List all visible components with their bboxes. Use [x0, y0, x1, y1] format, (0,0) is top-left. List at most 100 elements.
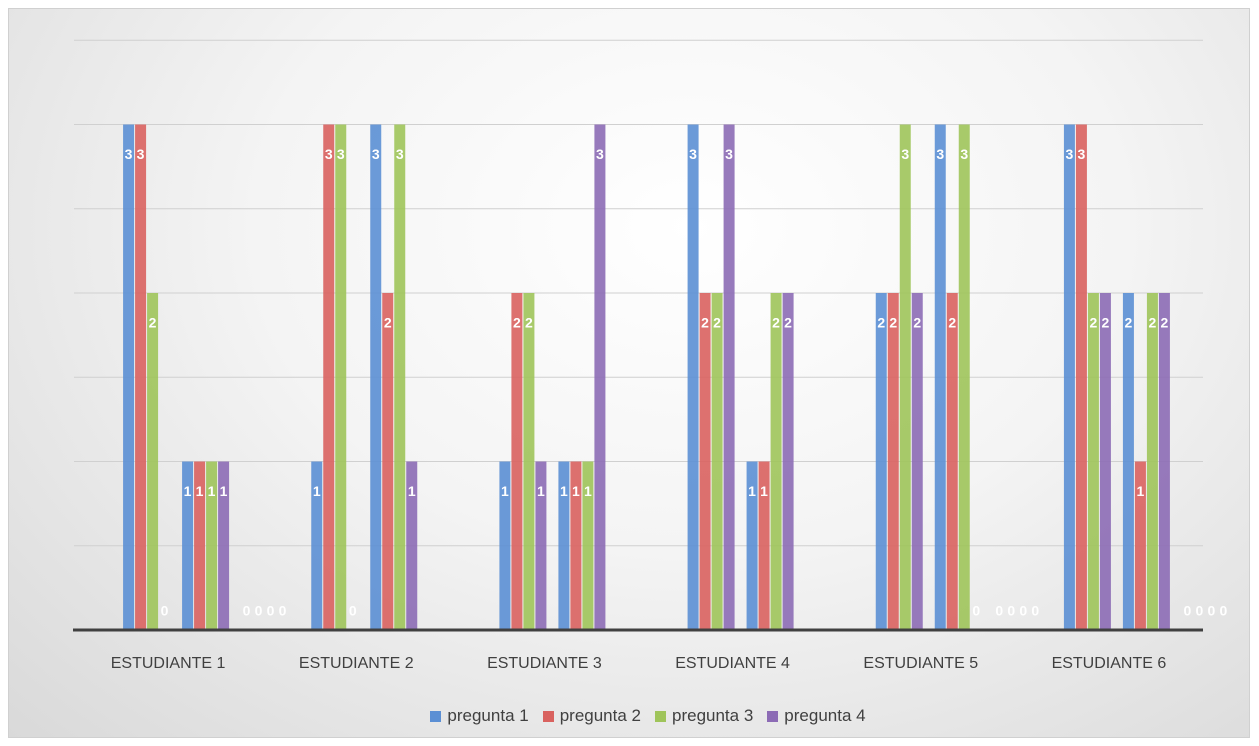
- data-label: 2: [525, 315, 533, 331]
- bar-pregunta-3-estudiante-1: [147, 293, 159, 630]
- bar-pregunta-3-estudiante-2: [335, 124, 347, 630]
- legend-item-pregunta-1: pregunta 1: [430, 706, 529, 726]
- legend-swatch-pregunta-4: [767, 710, 779, 722]
- data-label: 0: [349, 603, 357, 619]
- data-label: 1: [572, 483, 580, 499]
- bar-pregunta-1-estudiante-6: [1063, 124, 1075, 630]
- bar-pregunta-2-estudiante-2: [323, 124, 335, 630]
- bar-pregunta-2-estudiante-3: [570, 461, 582, 630]
- bar-pregunta-3-estudiante-2: [394, 124, 406, 630]
- bar-pregunta-2-estudiante-5: [946, 293, 958, 630]
- data-label: 1: [537, 483, 545, 499]
- bar-pregunta-2-estudiante-6: [1134, 461, 1146, 630]
- data-label: 0: [161, 603, 169, 619]
- data-label: 3: [125, 146, 133, 162]
- bar-pregunta-2-estudiante-4: [699, 293, 711, 630]
- data-label: 3: [325, 146, 333, 162]
- data-label: 0: [243, 603, 251, 619]
- legend-swatch-pregunta-1: [430, 710, 442, 722]
- data-label: 2: [513, 315, 521, 331]
- data-label: 3: [1078, 146, 1086, 162]
- data-label: 0: [267, 603, 275, 619]
- bar-pregunta-2-estudiante-1: [135, 124, 147, 630]
- bar-pregunta-4-estudiante-5: [911, 293, 923, 630]
- bar-pregunta-3-estudiante-3: [523, 293, 535, 630]
- category-label: ESTUDIANTE 1: [111, 655, 226, 672]
- data-label: 1: [560, 483, 568, 499]
- data-label: 0: [1007, 603, 1015, 619]
- data-label: 2: [384, 315, 392, 331]
- data-label: 0: [1220, 603, 1228, 619]
- data-label: 0: [995, 603, 1003, 619]
- data-label: 1: [408, 483, 416, 499]
- bar-pregunta-3-estudiante-5: [958, 124, 970, 630]
- bar-pregunta-4-estudiante-2: [406, 461, 418, 630]
- data-label: 1: [748, 483, 756, 499]
- data-label: 2: [913, 315, 921, 331]
- data-label: 3: [901, 146, 909, 162]
- data-label: 3: [372, 146, 380, 162]
- bar-pregunta-1-estudiante-1: [182, 461, 194, 630]
- data-label: 1: [196, 483, 204, 499]
- data-label: 0: [1208, 603, 1216, 619]
- legend-item-pregunta-2: pregunta 2: [542, 706, 641, 726]
- data-label: 2: [948, 315, 956, 331]
- chart-legend: pregunta 1 pregunta 2 pregunta 3 pregunt…: [340, 694, 956, 738]
- bar-pregunta-1-estudiante-3: [499, 461, 511, 630]
- data-label: 3: [725, 146, 733, 162]
- bar-pregunta-4-estudiante-3: [594, 124, 606, 630]
- bar-pregunta-1-estudiante-2: [370, 124, 382, 630]
- data-label: 2: [889, 315, 897, 331]
- bar-pregunta-3-estudiante-1: [206, 461, 218, 630]
- data-label: 0: [1019, 603, 1027, 619]
- data-label: 3: [137, 146, 145, 162]
- bar-pregunta-2-estudiante-2: [382, 293, 394, 630]
- data-label: 1: [208, 483, 216, 499]
- data-label: 2: [1125, 315, 1133, 331]
- category-label: ESTUDIANTE 3: [487, 655, 602, 672]
- bar-pregunta-1-estudiante-5: [934, 124, 946, 630]
- legend-label-pregunta-2: pregunta 2: [559, 706, 641, 725]
- bar-pregunta-1-estudiante-3: [558, 461, 570, 630]
- data-label: 0: [1031, 603, 1039, 619]
- data-label: 1: [584, 483, 592, 499]
- legend-swatch-pregunta-2: [542, 710, 554, 722]
- data-label: 3: [960, 146, 968, 162]
- category-label: ESTUDIANTE 6: [1052, 655, 1167, 672]
- legend-label-pregunta-4: pregunta 4: [784, 706, 866, 725]
- category-label: ESTUDIANTE 2: [299, 655, 414, 672]
- data-label: 1: [501, 483, 509, 499]
- bar-pregunta-3-estudiante-3: [582, 461, 594, 630]
- data-label: 2: [1161, 315, 1169, 331]
- bar-pregunta-3-estudiante-5: [899, 124, 911, 630]
- bar-pregunta-2-estudiante-1: [194, 461, 206, 630]
- bar-pregunta-3-estudiante-6: [1146, 293, 1158, 630]
- data-label: 3: [689, 146, 697, 162]
- bar-pregunta-4-estudiante-1: [218, 461, 230, 630]
- bar-pregunta-4-estudiante-3: [535, 461, 547, 630]
- category-label: ESTUDIANTE 4: [675, 655, 790, 672]
- data-label: 1: [1137, 483, 1145, 499]
- data-label: 3: [596, 146, 604, 162]
- bar-pregunta-2-estudiante-5: [887, 293, 899, 630]
- data-label: 2: [1102, 315, 1110, 331]
- data-label: 2: [713, 315, 721, 331]
- data-label: 0: [255, 603, 263, 619]
- bar-pregunta-2-estudiante-3: [511, 293, 523, 630]
- bar-pregunta-2-estudiante-6: [1075, 124, 1087, 630]
- bar-pregunta-1-estudiante-6: [1122, 293, 1134, 630]
- data-label: 2: [1149, 315, 1157, 331]
- data-label: 0: [1196, 603, 1204, 619]
- bar-pregunta-4-estudiante-6: [1158, 293, 1170, 630]
- data-label: 2: [877, 315, 885, 331]
- legend-label-pregunta-3: pregunta 3: [672, 706, 754, 725]
- legend-label-pregunta-1: pregunta 1: [447, 706, 529, 725]
- bar-pregunta-3-estudiante-4: [711, 293, 723, 630]
- data-label: 2: [1090, 315, 1098, 331]
- data-label: 3: [396, 146, 404, 162]
- bar-pregunta-4-estudiante-6: [1099, 293, 1111, 630]
- bar-pregunta-1-estudiante-2: [311, 461, 323, 630]
- bar-pregunta-2-estudiante-4: [758, 461, 770, 630]
- bar-pregunta-3-estudiante-4: [770, 293, 782, 630]
